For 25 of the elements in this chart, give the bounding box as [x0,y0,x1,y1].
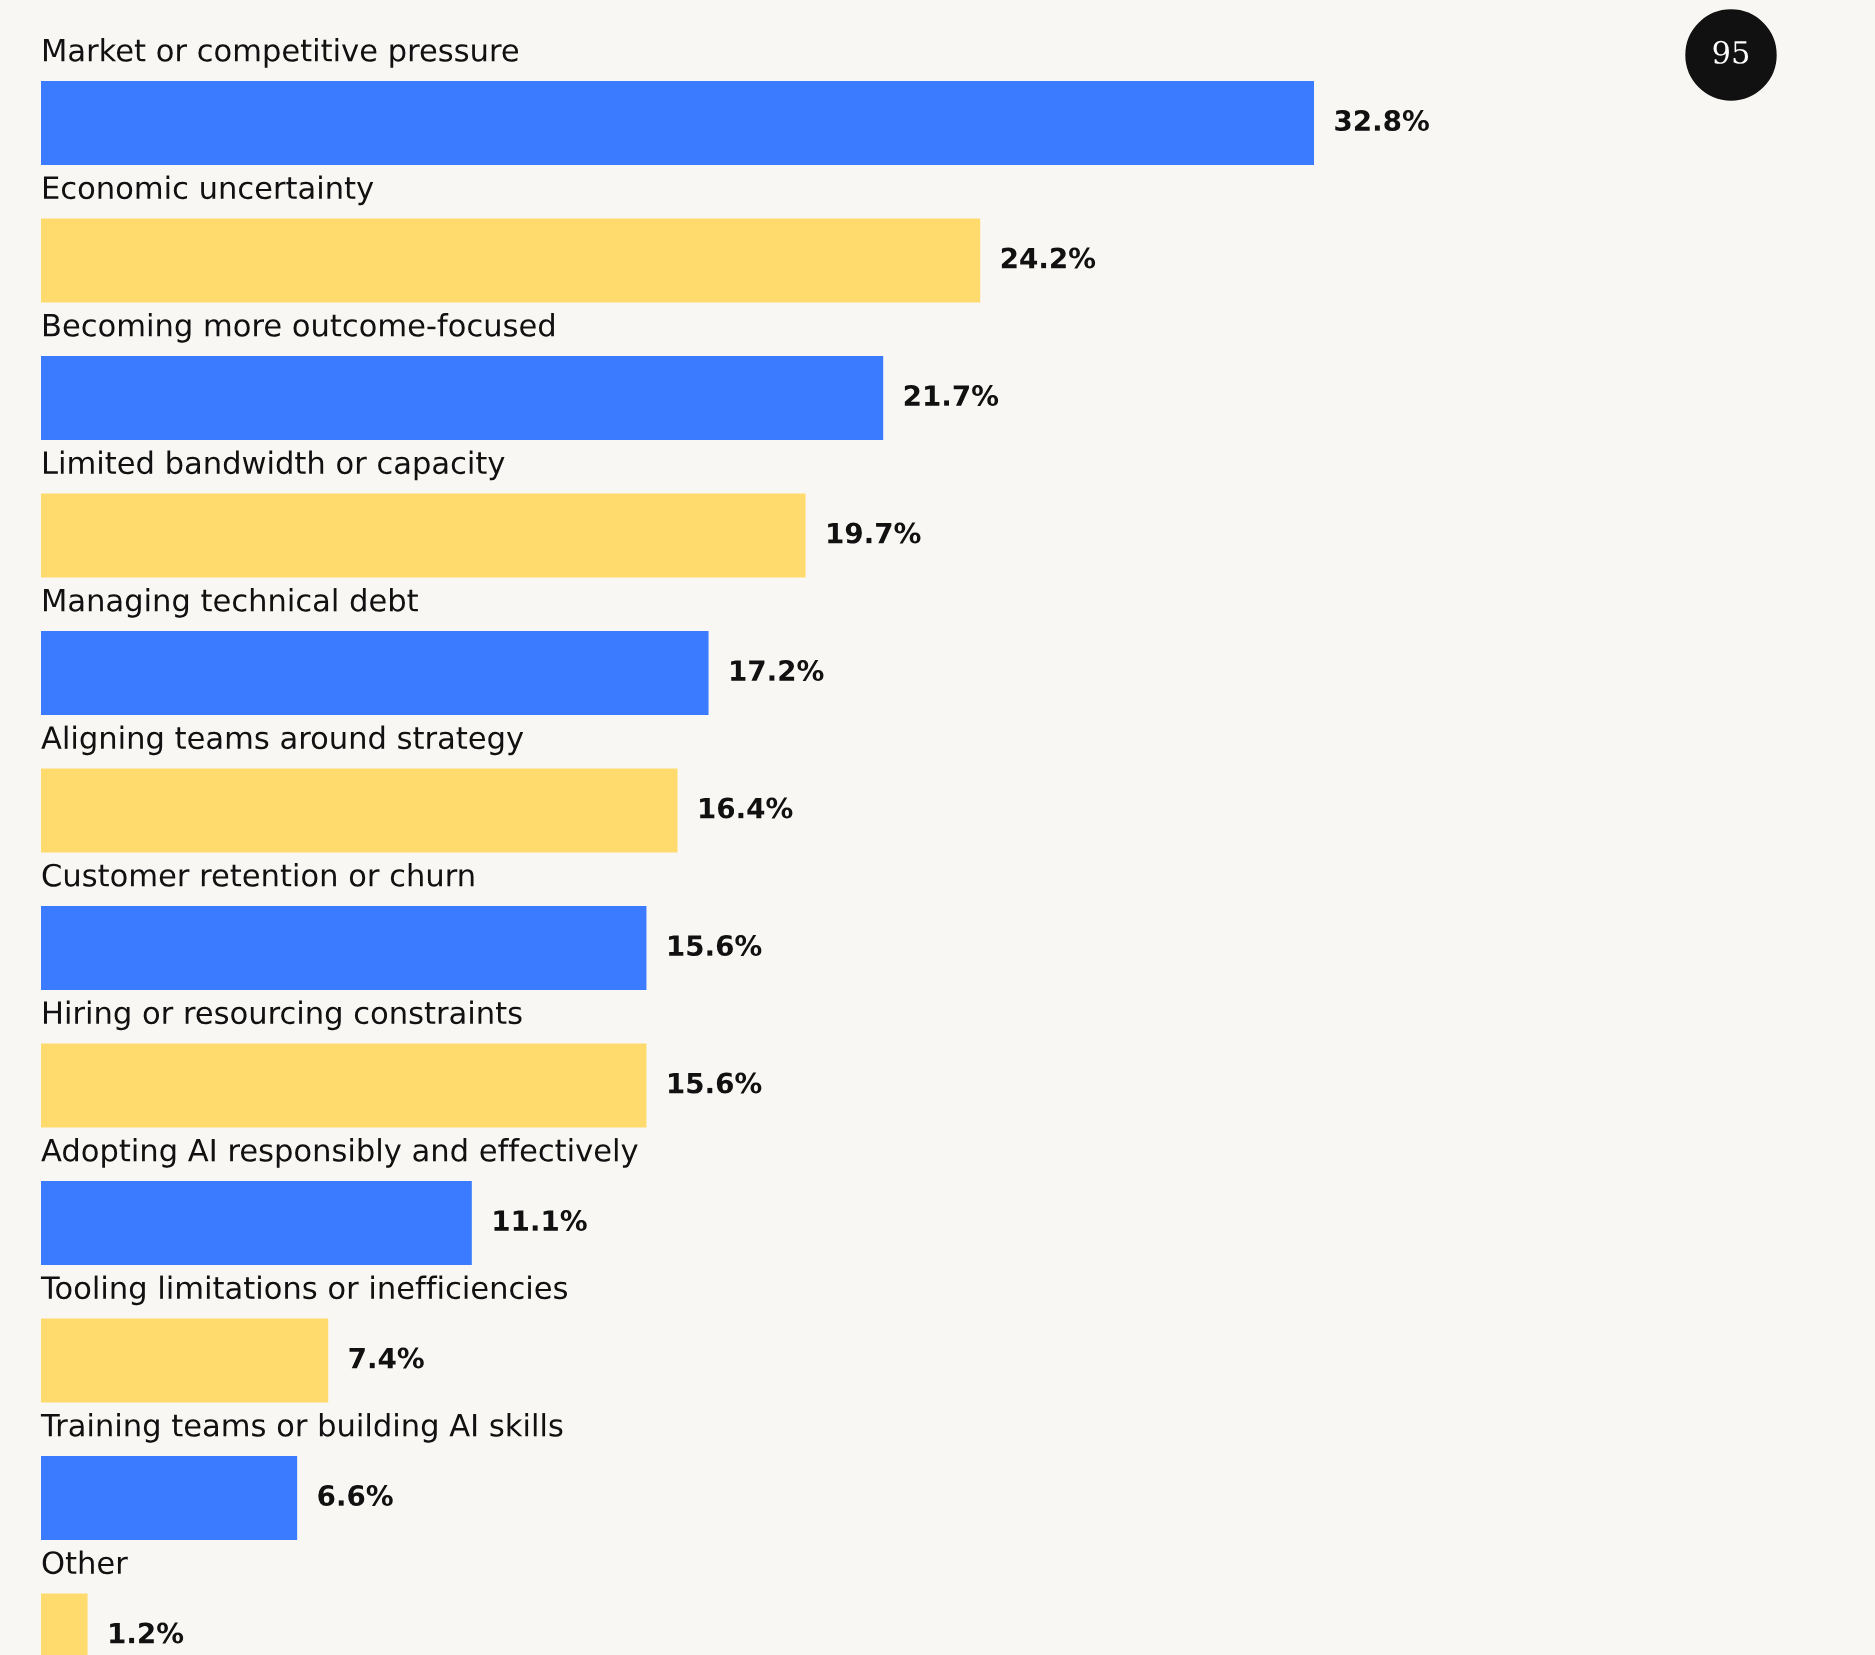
y-tick-label: Becoming more outcome-focused [44,313,554,343]
y-tick-label: Hiring or resourcing constraints [44,1000,522,1031]
data-label: 19.7% [828,522,921,544]
y-tick-label: Tooling limitations or inefficiencies [40,1275,568,1306]
text: 95 [1713,40,1749,64]
data-label: 32.8% [1335,110,1429,132]
y-tick-label: Limited bandwidth or capacity [44,450,505,481]
data-label: 17.2% [731,660,824,682]
data-label: 21.7% [904,385,999,407]
data-label: 24.2% [1001,247,1096,269]
data-label: 6.6% [318,1485,393,1507]
y-tick-label: Aligning teams around strategy [41,725,524,756]
y-tick-label: Customer retention or churn [42,863,474,887]
y-tick-label: Adopting AI responsibly and effectively [41,1138,638,1168]
y-tick-label: Other [42,1550,128,1575]
data-label: 7.4% [349,1347,424,1369]
y-tick-label: Market or competitive pressure [44,38,519,68]
data-label: 16.4% [700,797,793,819]
data-label: 15.6% [669,1072,762,1094]
data-label: 15.6% [669,935,762,957]
y-tick-label: Managing technical debt [44,588,418,618]
data-label: 1.2% [110,1622,184,1644]
y-tick-label: Training teams or building AI skills [40,1413,563,1443]
data-label: 11.1% [494,1210,587,1232]
y-tick-label: Economic uncertainty [44,175,374,206]
